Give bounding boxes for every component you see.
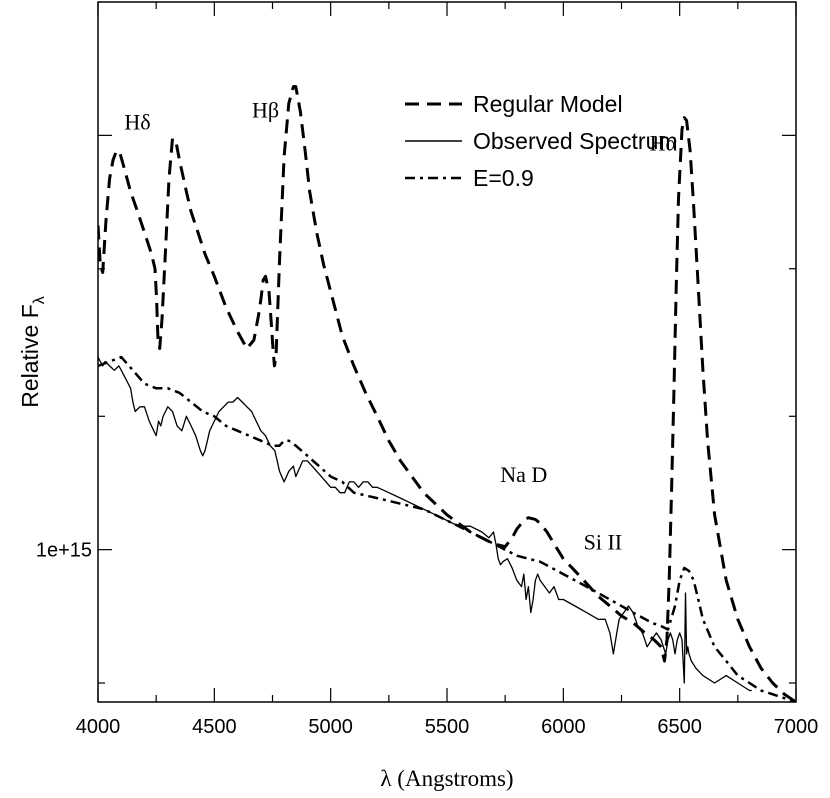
series-e-0-9 bbox=[98, 355, 796, 702]
x-tick-label-4500: 4500 bbox=[192, 716, 237, 738]
annotation-h-alpha: Hα bbox=[650, 131, 678, 156]
annotation-si-ii: Si II bbox=[584, 530, 623, 555]
x-tick-label-6000: 6000 bbox=[541, 716, 586, 738]
annotation-layer: Hδ Hβ Hα Na D Si II bbox=[124, 98, 677, 555]
series-layer bbox=[98, 85, 796, 702]
y-axis-label: Relative Fλ bbox=[17, 296, 48, 408]
annotation-na-d: Na D bbox=[500, 462, 547, 487]
x-tick-label-6500: 6500 bbox=[657, 716, 702, 738]
legend: Regular Model Observed Spectrum E=0.9 bbox=[405, 91, 678, 191]
x-tick-label-4000: 4000 bbox=[76, 716, 121, 738]
x-tick-label-5000: 5000 bbox=[308, 716, 353, 738]
x-tick-label-5500: 5500 bbox=[425, 716, 470, 738]
tick-layer: 4000 4500 5000 5500 6000 6500 7000 1e+15 bbox=[36, 2, 818, 738]
x-axis-label: λ (Angstroms) bbox=[380, 766, 513, 791]
series-observed-spectrum bbox=[98, 356, 752, 692]
y-tick-label: 1e+15 bbox=[36, 540, 92, 562]
series-regular-model bbox=[98, 85, 796, 702]
legend-label-e-0-9: E=0.9 bbox=[473, 165, 534, 191]
legend-label-regular-model: Regular Model bbox=[473, 91, 623, 117]
annotation-h-beta: Hβ bbox=[252, 98, 279, 123]
legend-label-observed-spectrum: Observed Spectrum bbox=[473, 128, 678, 154]
x-tick-label-7000: 7000 bbox=[774, 716, 819, 738]
annotation-h-delta: Hδ bbox=[124, 109, 150, 134]
plot-frame bbox=[97, 1, 797, 703]
